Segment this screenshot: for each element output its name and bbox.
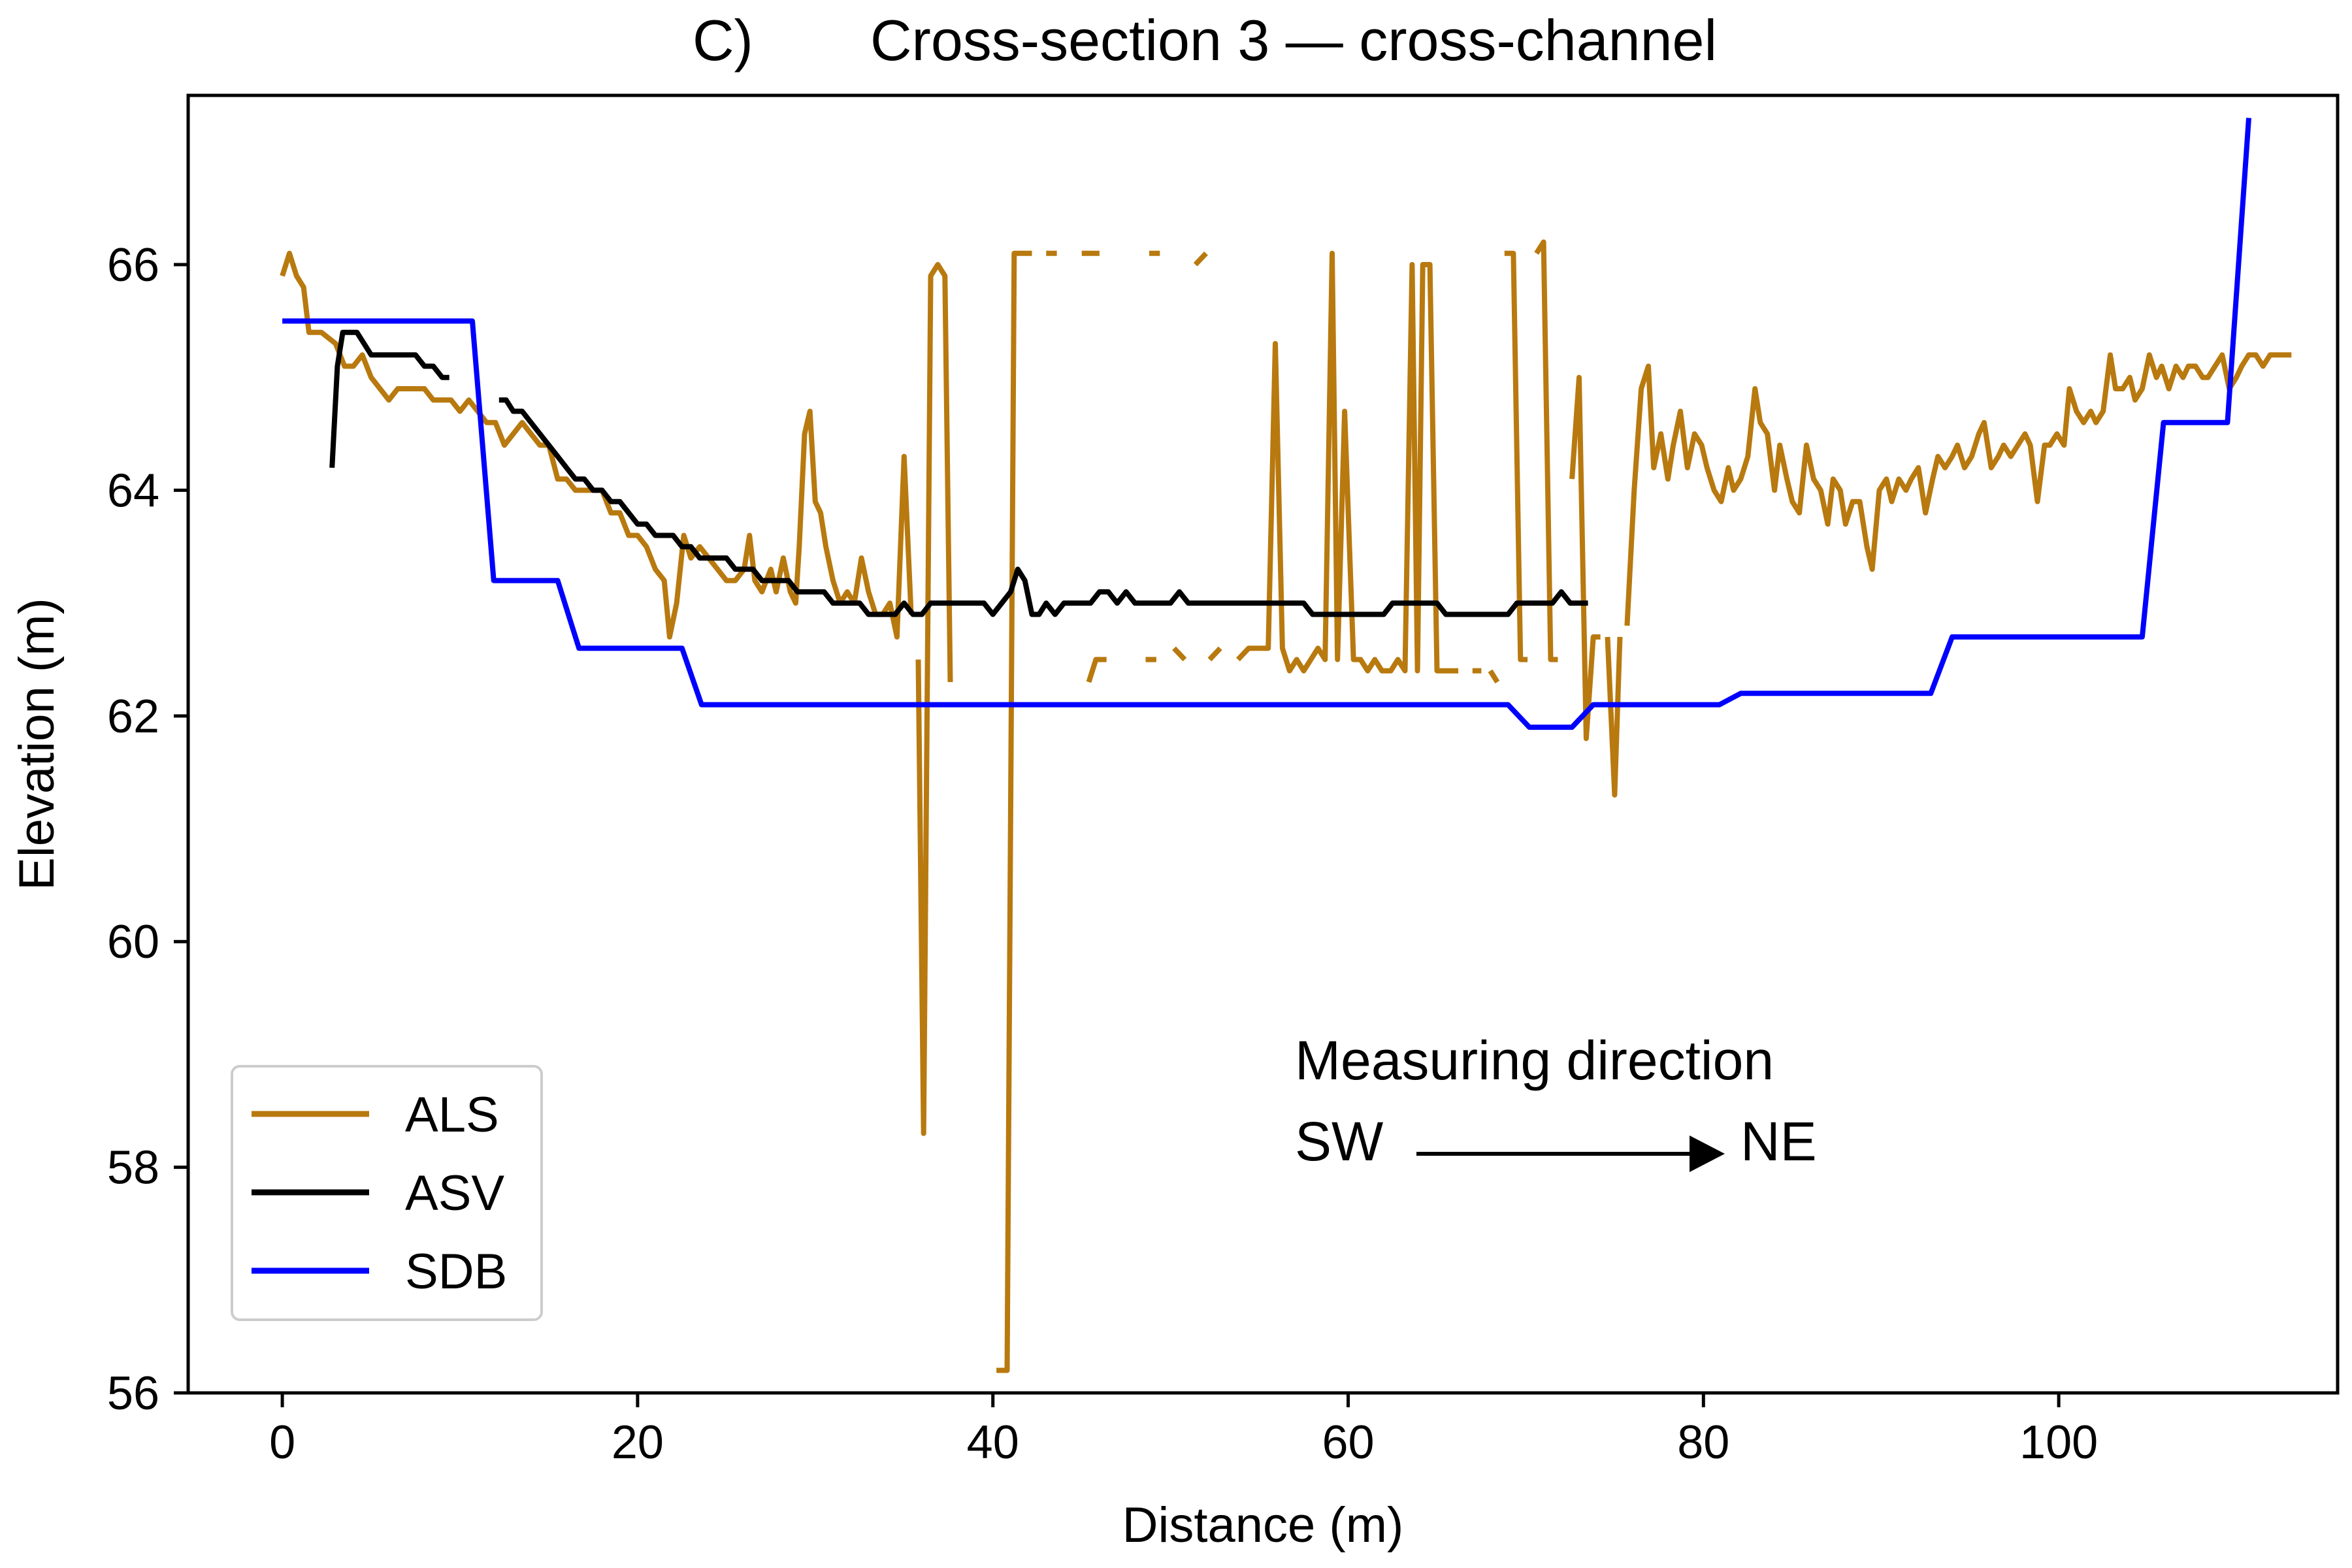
y-tick-label: 56 [107, 1367, 159, 1420]
y-tick-label: 62 [107, 691, 159, 743]
y-axis-label: Elevation (m) [9, 598, 65, 890]
y-tick-label: 66 [107, 239, 159, 291]
x-axis: 0 20 40 60 80 100 [269, 1393, 2098, 1469]
series-line-als [1086, 657, 1107, 683]
series-layer [280, 118, 2292, 1373]
x-axis-label: Distance (m) [1122, 1497, 1404, 1553]
series-line-als [1605, 636, 1623, 798]
legend: ALS ASV SDB [231, 1065, 543, 1321]
series-sdb [282, 118, 2251, 730]
series-line-als [915, 262, 953, 1136]
series-line-als [1193, 252, 1208, 267]
x-tick-label: 100 [2019, 1416, 2098, 1469]
series-line-asv [498, 397, 1588, 617]
x-tick-label: 40 [967, 1416, 1019, 1469]
series-line-als [1624, 352, 2292, 626]
x-tick-label: 80 [1677, 1416, 1729, 1469]
legend-label-asv: ASV [405, 1166, 504, 1221]
series-line-als [1207, 646, 1222, 662]
x-tick-label: 60 [1322, 1416, 1374, 1469]
legend-label-sdb: SDB [405, 1244, 507, 1299]
plot-area-frame [186, 93, 2340, 1395]
chart-title: Cross-section 3 — cross-channel [870, 8, 1717, 73]
annotation-heading: Measuring direction [1295, 1030, 1774, 1091]
series-line-als [1534, 239, 1558, 662]
annotation-to: NE [1740, 1111, 1817, 1172]
series-line-als [1504, 250, 1528, 662]
series-line-als [1172, 646, 1187, 662]
legend-label-als: ALS [405, 1087, 499, 1143]
x-tick-label: 0 [269, 1416, 295, 1469]
y-tick-label: 60 [107, 916, 159, 968]
direction-arrow-icon [1690, 1135, 1725, 1172]
series-line-sdb [282, 118, 2251, 730]
panel-label: C) [693, 8, 753, 73]
series-line-als [996, 250, 1032, 1373]
series-line-asv [329, 329, 449, 468]
series-line-als [1235, 250, 1459, 674]
annotation-from: SW [1295, 1111, 1383, 1172]
y-axis: 56 58 60 62 64 66 [107, 239, 188, 1420]
y-tick-label: 64 [107, 465, 159, 517]
series-asv [329, 329, 1588, 617]
y-tick-label: 58 [107, 1142, 159, 1194]
series-line-als [1488, 669, 1500, 684]
series-als [280, 239, 2292, 1373]
series-line-als [280, 250, 914, 640]
legend-frame [231, 1065, 543, 1321]
x-tick-label: 20 [612, 1416, 664, 1469]
series-line-als [1569, 374, 1601, 742]
measuring-direction-annotation: Measuring direction SW NE [1295, 1030, 1817, 1172]
